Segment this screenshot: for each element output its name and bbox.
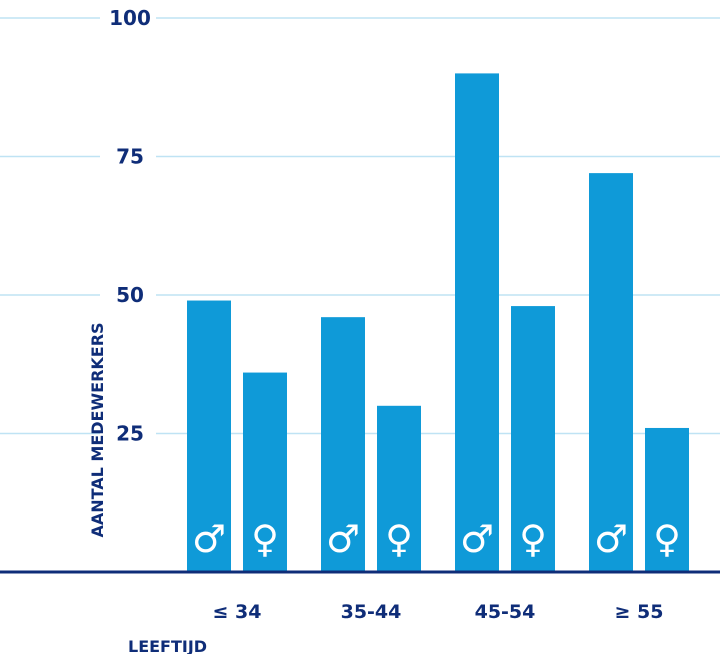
male-icon: ♂ (594, 517, 628, 561)
y-tick-labels: 25 50 75 100 (100, 5, 156, 447)
female-icon: ♀ (653, 517, 681, 561)
y-tick-label: 100 (109, 6, 151, 30)
male-icon: ♂ (192, 517, 226, 561)
bar-male (589, 173, 633, 572)
bar-male (321, 317, 365, 572)
x-category-label: ≤ 34 (213, 601, 262, 623)
bars: ♂ ♂ ♂ ♂ ♀ ♀ ♀ ♀ (187, 73, 689, 573)
x-category-label: 35-44 (341, 601, 402, 623)
bar-female (243, 372, 287, 572)
y-tick-label: 75 (116, 145, 144, 169)
female-icon: ♀ (519, 517, 547, 561)
tick-label-background (100, 282, 156, 308)
tick-label-background (100, 143, 156, 170)
y-tick-label: 50 (116, 283, 144, 307)
male-icon: ♂ (460, 517, 494, 561)
female-icon: ♀ (385, 517, 413, 561)
bar-male (187, 300, 231, 572)
female-icon: ♀ (251, 517, 279, 561)
x-axis-title: LEEFTIJD (128, 637, 207, 654)
bar-female (377, 405, 421, 572)
x-category-labels: ≤ 34 35-44 45-54 ≥ 55 (213, 601, 664, 623)
tick-label-background (100, 420, 156, 447)
male-icon: ♂ (326, 517, 360, 561)
y-tick-label: 25 (116, 422, 144, 446)
bar-male (455, 73, 499, 573)
y-axis-title: AANTAL MEDEWERKERS (88, 322, 107, 537)
tick-label-background (100, 5, 156, 31)
x-category-label: 45-54 (475, 601, 536, 623)
bar-female (511, 306, 555, 572)
x-category-label: ≥ 55 (615, 601, 664, 623)
bar-female (645, 427, 689, 572)
